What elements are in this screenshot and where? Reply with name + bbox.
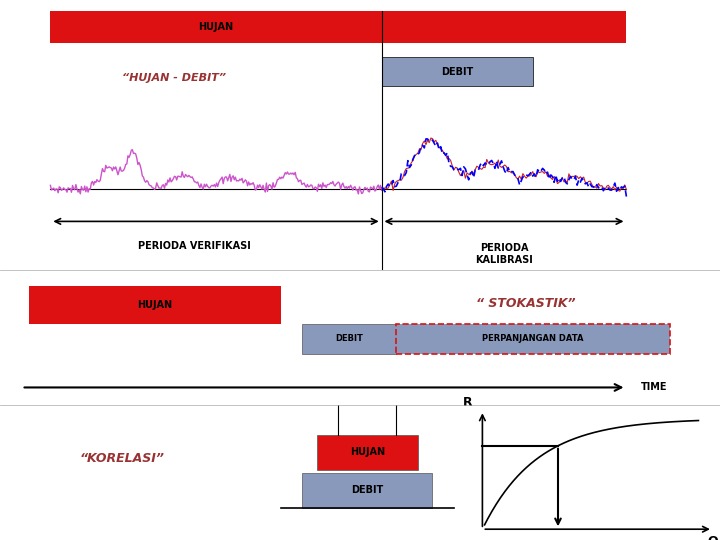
Bar [317, 435, 418, 470]
Text: “ STOKASTIK”: “ STOKASTIK” [476, 297, 575, 310]
Bar [382, 11, 626, 43]
Text: DEBIT: DEBIT [441, 66, 473, 77]
Bar [396, 324, 670, 354]
Bar [29, 286, 281, 324]
Text: PERIODA
KALIBRASI: PERIODA KALIBRASI [475, 243, 533, 265]
Text: R: R [463, 396, 473, 409]
Text: HUJAN: HUJAN [138, 300, 172, 310]
Bar [302, 472, 432, 508]
Text: Q: Q [708, 535, 718, 540]
Bar [302, 324, 396, 354]
Text: PERPANJANGAN DATA: PERPANJANGAN DATA [482, 334, 583, 343]
Text: HUJAN: HUJAN [199, 22, 233, 32]
Text: HUJAN: HUJAN [350, 447, 384, 457]
Text: “KORELASI”: “KORELASI” [80, 453, 165, 465]
Text: “HUJAN - DEBIT”: “HUJAN - DEBIT” [122, 73, 226, 83]
Text: DEBIT: DEBIT [336, 334, 363, 343]
Text: DEBIT: DEBIT [351, 485, 383, 495]
Text: TIME: TIME [641, 382, 667, 393]
Bar [382, 57, 533, 86]
Bar [50, 11, 382, 43]
Text: PERIODA VERIFIKASI: PERIODA VERIFIKASI [138, 241, 251, 251]
